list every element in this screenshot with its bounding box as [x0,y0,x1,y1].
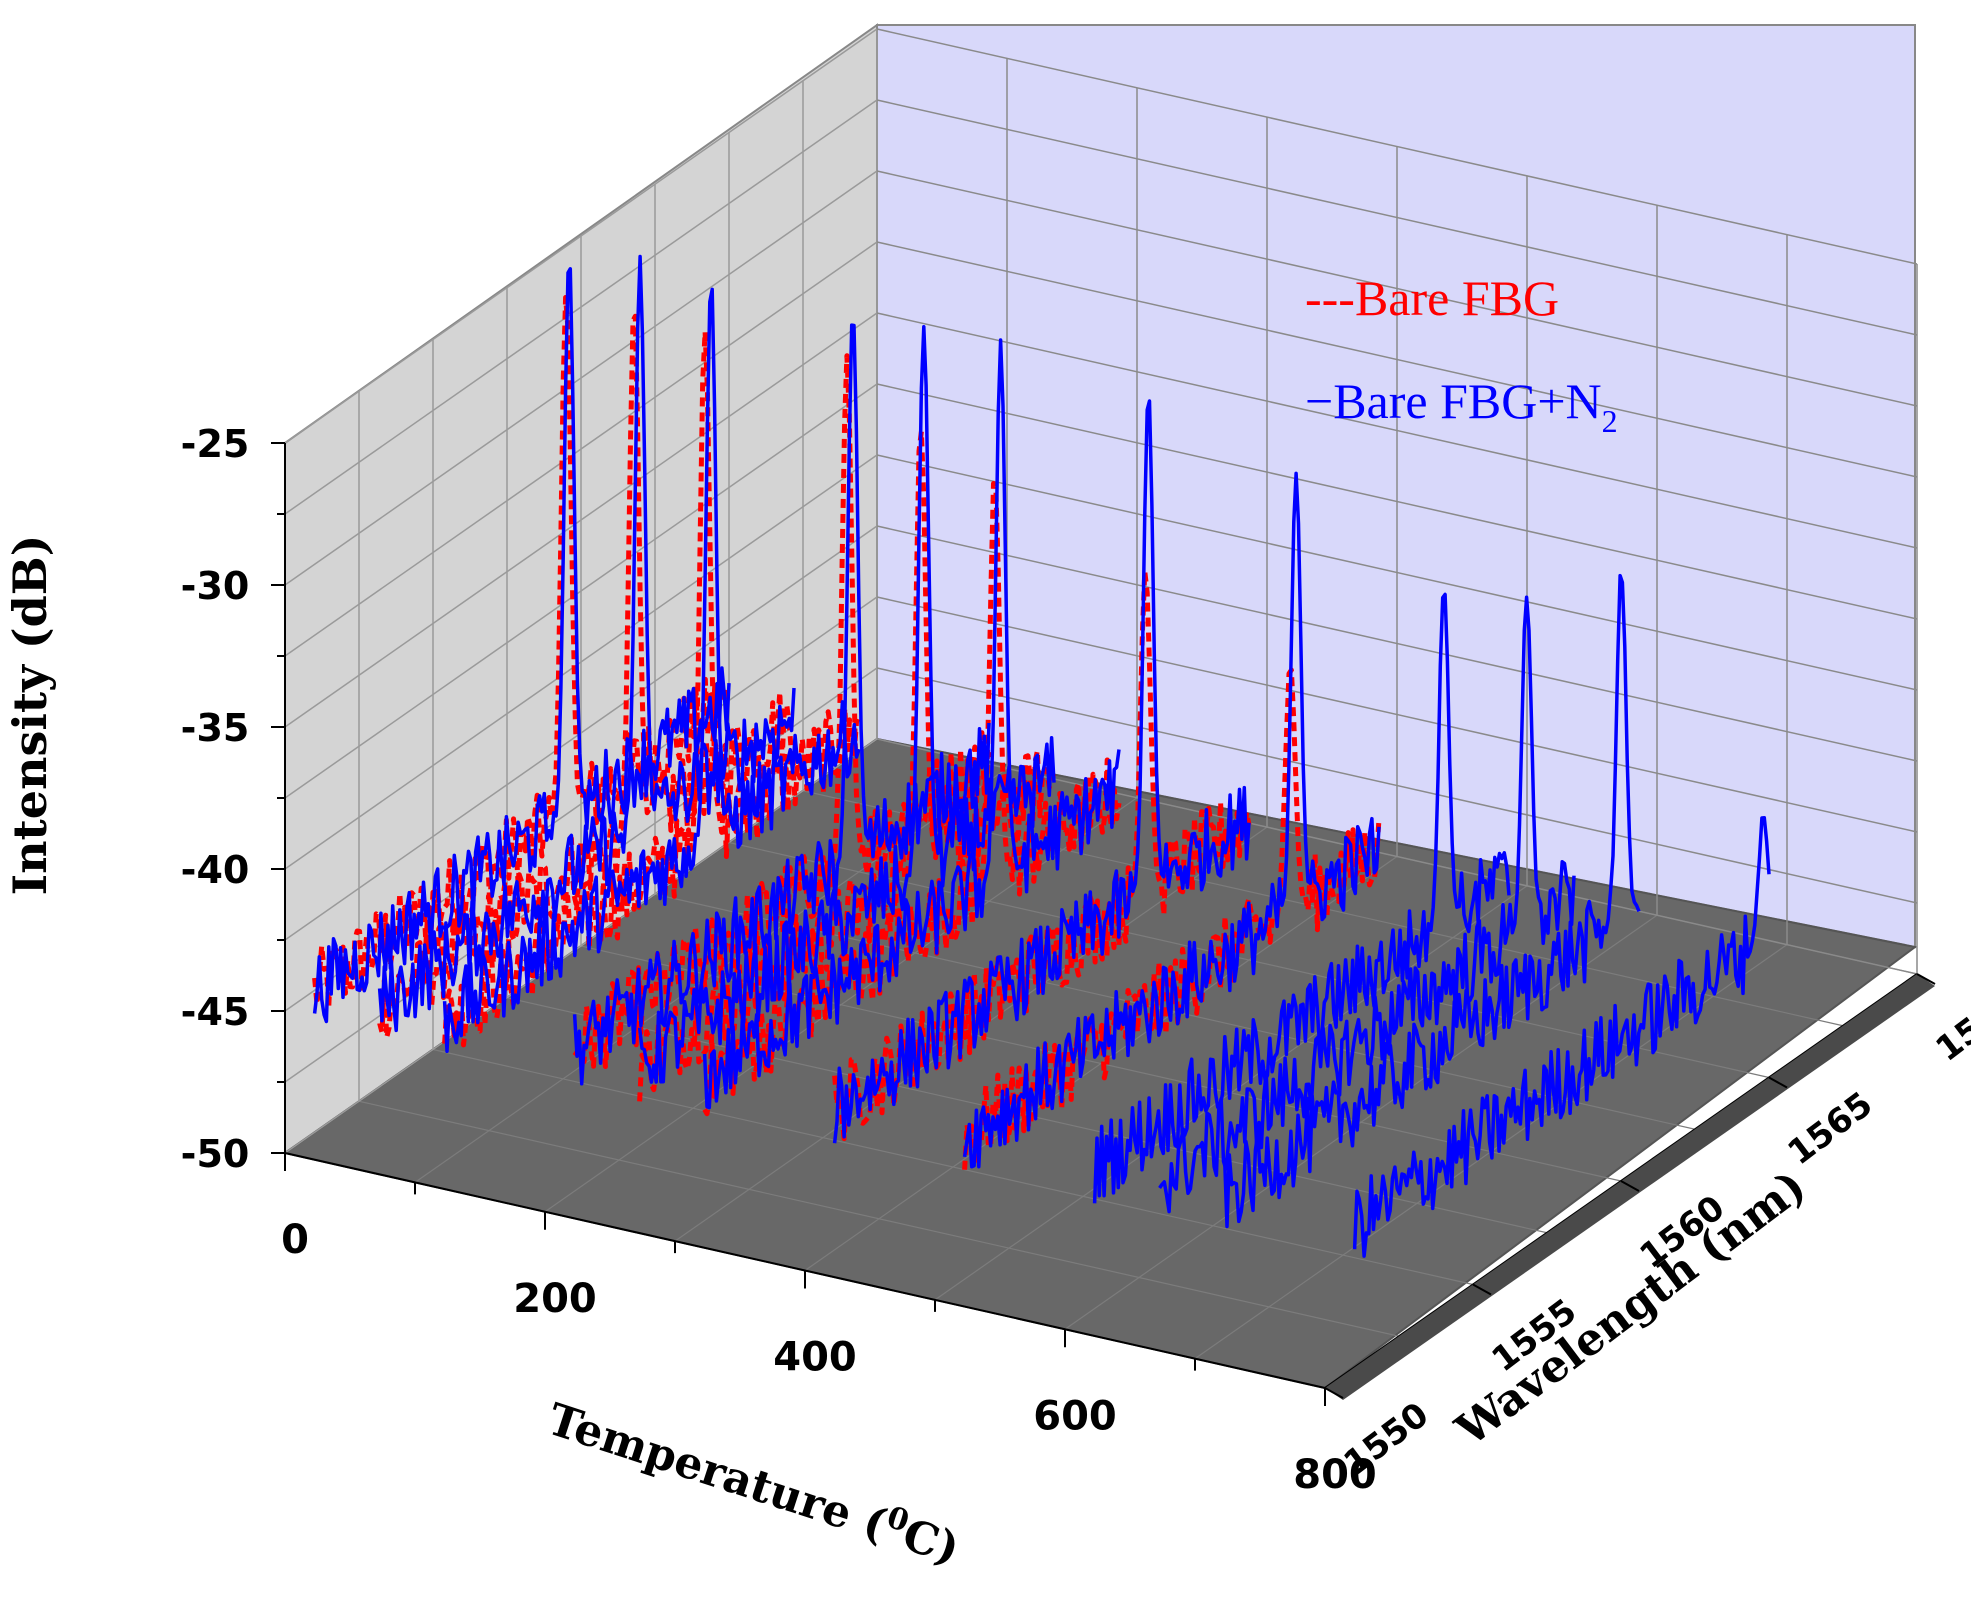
y-tick-mark [1324,1387,1344,1399]
spectrum-line-0c [312,267,731,1024]
spectrum-line-500c [962,471,1381,1169]
z-tick-label: -25 [181,422,250,466]
grid-line-back-wall-horizontal [876,383,1918,620]
grid-line-left-wall-horizontal [284,241,878,657]
grid-line-left-wall-horizontal [284,525,878,941]
y-tick-mark [1768,1076,1788,1089]
grid-line-back-wall-horizontal [876,667,1918,904]
z-tick-label: -50 [181,1132,250,1176]
x-axis-title: Temperature (0C) [542,1391,967,1575]
spectrum-line-800c [1352,816,1771,1258]
y-tick-mark [1472,1283,1492,1296]
grid-line-back-wall-horizontal [876,241,1918,478]
y-tick-label: 1550 [1337,1395,1437,1484]
z-axis-title: Intensity (dB) [3,535,57,896]
x-tick-label: 800 [1293,1452,1377,1498]
axes [271,442,1936,1406]
y-tick-label: 1570 [1929,981,1971,1070]
grid-line-left-wall-horizontal [284,738,878,1154]
grid-line-left-wall-horizontal [284,28,878,444]
grid-line-left-wall-horizontal [284,170,878,586]
grid-line-back-wall-horizontal [876,28,1918,265]
grid-line-back-wall-horizontal [876,170,1918,407]
series-bare-fbg-n2 [312,254,1771,1258]
spectrum-line-600c [1092,592,1511,1204]
x-tick-label: 600 [1033,1393,1117,1439]
grid-line-back-wall-horizontal [876,525,1918,762]
grid-line-floor [358,1100,1400,1337]
spectrum-line-300c [702,338,1121,1110]
series-layer [312,254,1771,1258]
y-tick-label: 1565 [1781,1084,1881,1173]
spectrum-line-400c [832,399,1251,1144]
spectrum-line-700c [1222,573,1641,1229]
spectrum-line-650c [1158,595,1576,1214]
grid-line-back-wall-horizontal [876,596,1918,833]
grid-line-left-wall-horizontal [284,454,878,870]
grid-line-left-wall-horizontal [284,383,878,799]
z-tick-label: -45 [181,990,250,1034]
x-tick-label: 0 [281,1217,309,1263]
spectrum-line-100c [442,287,861,1054]
z-tick-label: -30 [181,564,250,608]
y-tick-mark [1916,973,1936,985]
spectrum-line-50c [377,254,796,1033]
x-tick-label: 200 [513,1276,597,1322]
grid-line-back-wall-horizontal [876,454,1918,691]
spectrum-line-250c [637,324,1056,1084]
grid-line-floor [432,1048,1474,1286]
legend-bare-fbg: ---Bare FBG [1305,270,1559,326]
legend-bare-fbg-n2: −Bare FBG+N2 [1305,373,1618,439]
grid-line-left-wall-horizontal [284,99,878,515]
grid-line-back-wall-horizontal [876,312,1918,549]
x-tick-label: 400 [773,1335,857,1381]
grid-line-back-wall-horizontal [876,99,1918,336]
z-tick-label: -35 [181,706,250,750]
y-tick-mark [1620,1180,1640,1192]
spectrum-line-200c [572,323,991,1086]
z-tick-label: -40 [181,848,250,892]
grid-line-left-wall-horizontal [284,312,878,728]
